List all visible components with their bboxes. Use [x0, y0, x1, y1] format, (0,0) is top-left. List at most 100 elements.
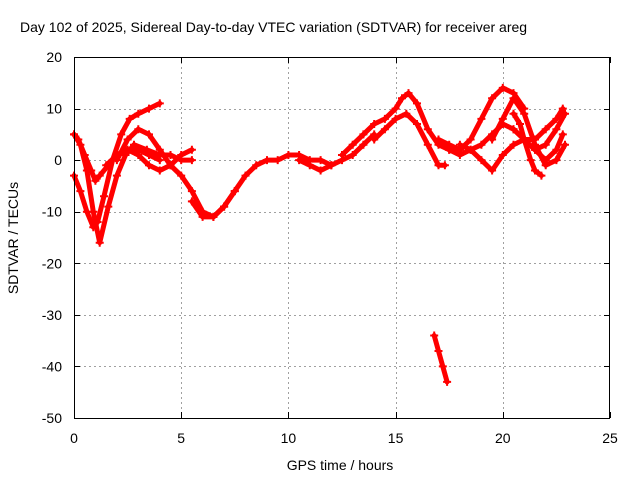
data-point — [520, 109, 529, 118]
data-point — [423, 125, 432, 134]
data-point — [76, 140, 85, 149]
x-tick-label: 5 — [177, 430, 185, 446]
chart-title: Day 102 of 2025, Sidereal Day-to-day VTE… — [20, 19, 527, 35]
data-point — [526, 156, 535, 165]
data-point — [552, 156, 561, 165]
data-point — [440, 161, 449, 170]
data-point — [509, 109, 518, 118]
data-point — [430, 331, 439, 340]
x-tick-label: 0 — [70, 430, 78, 446]
x-tick-label: 25 — [602, 430, 618, 446]
y-tick-label: 10 — [46, 101, 62, 117]
data-point — [443, 377, 452, 386]
data-point — [102, 161, 111, 170]
data-point — [284, 151, 293, 159]
y-tick-label: -30 — [42, 307, 62, 323]
data-point — [166, 161, 175, 170]
data-point — [76, 187, 85, 196]
data-point — [89, 207, 98, 216]
data-point — [516, 120, 524, 128]
data-point — [423, 140, 432, 149]
data-point — [398, 94, 406, 103]
data-point — [187, 156, 196, 165]
y-tick-label: -40 — [42, 358, 62, 374]
data-point — [537, 171, 546, 180]
y-tick-label: -10 — [42, 204, 62, 220]
plot-frame — [74, 57, 610, 419]
data-point — [561, 109, 569, 118]
data-point — [198, 212, 207, 221]
data-point — [531, 145, 539, 154]
data-point — [100, 192, 108, 201]
data-point — [488, 135, 497, 144]
data-point — [558, 104, 567, 113]
data-point — [561, 140, 569, 149]
data-point — [316, 156, 325, 165]
data-point — [125, 114, 134, 123]
data-point — [558, 130, 567, 139]
data-point — [498, 114, 507, 123]
x-tick-label: 20 — [495, 430, 511, 446]
data-point — [295, 156, 304, 165]
data-point — [263, 156, 271, 165]
data-point — [370, 135, 379, 144]
data-point — [177, 171, 186, 180]
data-point — [130, 140, 138, 149]
data-point — [541, 161, 550, 170]
data-point — [348, 140, 357, 149]
data-point — [155, 166, 164, 175]
x-axis-label: GPS time / hours — [287, 457, 394, 473]
data-point — [220, 202, 229, 211]
data-point — [509, 94, 518, 103]
data-point — [134, 125, 143, 134]
data-point — [434, 135, 443, 144]
data-point — [552, 145, 561, 154]
data-point — [380, 114, 389, 123]
data-point — [477, 114, 486, 123]
data-point — [155, 145, 164, 154]
data-point — [142, 145, 151, 154]
data-point — [541, 125, 550, 134]
data-point — [391, 104, 400, 113]
data-point — [338, 151, 346, 159]
data-point — [455, 140, 464, 149]
data-point — [112, 171, 121, 180]
axis-ticks: 0 5 10 15 20 25 -50 -40 -30 -20 -10 0 10 20 — [42, 49, 618, 446]
data-point — [187, 197, 196, 206]
data-point — [541, 140, 550, 149]
y-tick-label: -50 — [42, 410, 62, 426]
data-point — [112, 156, 121, 165]
y-axis-label: SDTVAR / TECUs — [5, 182, 21, 294]
data-point — [252, 161, 261, 170]
data-point — [305, 161, 314, 170]
data-point — [477, 156, 486, 165]
data-point — [82, 166, 91, 175]
data-point — [95, 238, 104, 247]
data-point — [134, 109, 143, 118]
y-tick-label: -20 — [42, 255, 62, 271]
data-point — [123, 135, 132, 144]
data-point — [509, 125, 518, 134]
data-point — [91, 176, 100, 185]
y-tick-label: 20 — [46, 49, 62, 65]
data-point — [413, 120, 421, 128]
data-point — [488, 166, 497, 175]
data-point — [166, 151, 175, 159]
series-arc-outlier — [431, 333, 450, 385]
data-point — [498, 151, 507, 159]
data-point — [498, 83, 507, 92]
data-point — [145, 130, 153, 139]
grid-lines — [74, 57, 610, 418]
data-point — [348, 151, 357, 159]
data-point — [477, 140, 486, 149]
data-point — [413, 99, 421, 108]
data-point — [359, 130, 368, 139]
data-point — [509, 140, 518, 149]
data-point — [104, 202, 113, 211]
data-point — [145, 161, 153, 170]
data-point — [95, 171, 104, 180]
data-point — [273, 156, 282, 165]
data-point — [177, 151, 186, 159]
data-point — [520, 135, 529, 144]
